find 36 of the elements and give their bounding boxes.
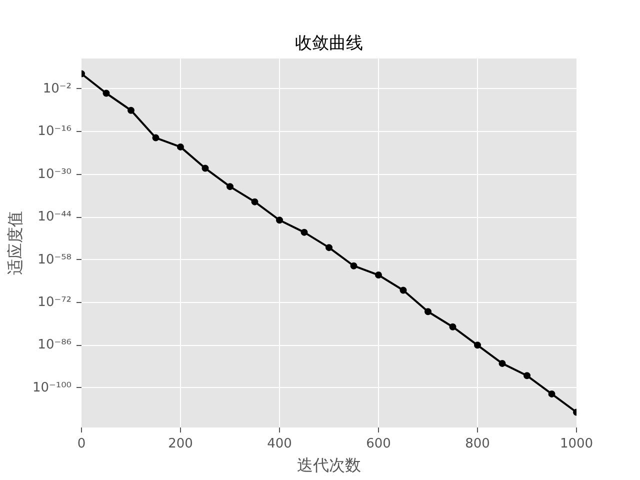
point [424, 308, 432, 316]
point [102, 90, 110, 97]
point [177, 143, 184, 150]
y-tick-label: 10⁻⁴⁴ [38, 210, 72, 225]
y-tick-label: 10⁻⁵⁸ [38, 252, 72, 268]
point [350, 262, 358, 270]
x-axis-title: 迭代次数 [297, 456, 361, 474]
point [498, 360, 506, 367]
point [375, 272, 382, 279]
x-tick-label: 600 [366, 436, 391, 452]
y-tick-label: 10⁻³⁰ [38, 166, 72, 182]
y-tick-label: 10⁻² [42, 81, 72, 96]
x-tick-label: 200 [168, 436, 193, 452]
point [474, 342, 481, 349]
point [300, 228, 308, 236]
point [128, 106, 134, 114]
y-tick-label: 10⁻⁷² [38, 294, 72, 310]
y-tick-label: 10⁻¹⁶ [38, 124, 72, 140]
point [276, 216, 283, 224]
point [152, 134, 160, 142]
point [326, 244, 332, 252]
point [400, 286, 407, 294]
point [449, 323, 456, 330]
point [202, 164, 209, 172]
chart-title: 收敛曲线 [295, 34, 363, 54]
x-tick-label: 400 [267, 436, 292, 452]
y-axis-title: 适应度值 [5, 211, 24, 275]
point [548, 390, 556, 398]
point [524, 372, 530, 380]
y-tick-label: 10⁻⁸⁶ [38, 338, 72, 353]
y-tick-label: 10⁻¹⁰⁰ [32, 380, 72, 396]
x-tick-label: 1000 [560, 436, 594, 452]
point [226, 183, 234, 190]
point [251, 198, 258, 206]
x-tick-label: 0 [77, 436, 86, 452]
x-tick-label: 800 [465, 436, 490, 452]
